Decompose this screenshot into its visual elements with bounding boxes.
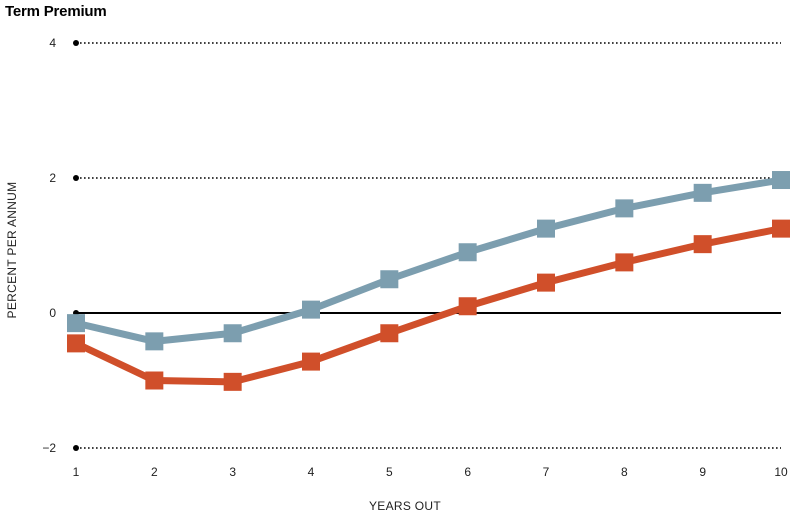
data-point: [537, 273, 555, 292]
x-tick-label: 6: [464, 465, 471, 479]
data-point: [615, 199, 634, 218]
x-axis-ticks: 1 2 3 4 5 6 7 8 9 10: [73, 465, 788, 479]
x-tick-label: 9: [699, 465, 706, 479]
gridline-dot: [73, 40, 79, 46]
chart-title: Term Premium: [5, 3, 107, 20]
y-tick-label: 2: [49, 171, 56, 185]
data-point: [67, 334, 85, 353]
x-tick-label: 2: [151, 465, 158, 479]
x-tick-label: 10: [774, 465, 788, 479]
data-point: [693, 235, 712, 254]
data-point: [302, 300, 320, 319]
series-2: [67, 219, 790, 391]
series: [67, 171, 790, 391]
data-point: [615, 253, 634, 272]
data-point: [772, 219, 790, 238]
y-tick-label: −2: [42, 441, 56, 455]
data-point: [145, 371, 164, 390]
data-point: [458, 297, 477, 316]
data-point: [693, 183, 712, 202]
series-line: [74, 225, 782, 386]
series-1: [67, 171, 790, 351]
data-point: [67, 314, 85, 333]
x-tick-label: 3: [229, 465, 236, 479]
x-tick-label: 8: [621, 465, 628, 479]
x-tick-label: 1: [73, 465, 80, 479]
y-axis-ticks: −2 0 2 4: [42, 36, 56, 455]
x-tick-label: 4: [308, 465, 315, 479]
y-axis-label: PERCENT PER ANNUM: [5, 182, 19, 319]
gridline-dot: [73, 175, 79, 181]
data-point: [458, 243, 477, 262]
data-point: [772, 171, 790, 190]
gridline-dot: [73, 445, 79, 451]
data-point: [537, 219, 555, 238]
series-line: [75, 176, 782, 345]
data-point: [223, 372, 242, 391]
x-axis-label: YEARS OUT: [369, 499, 441, 513]
data-point: [223, 324, 242, 343]
data-point: [380, 270, 399, 289]
data-point: [302, 352, 320, 371]
x-tick-label: 5: [386, 465, 393, 479]
y-tick-label: 4: [49, 36, 56, 50]
y-tick-label: 0: [49, 306, 56, 320]
data-point: [380, 324, 399, 343]
x-tick-label: 7: [543, 465, 550, 479]
gridlines: [73, 40, 781, 451]
data-point: [145, 332, 164, 351]
